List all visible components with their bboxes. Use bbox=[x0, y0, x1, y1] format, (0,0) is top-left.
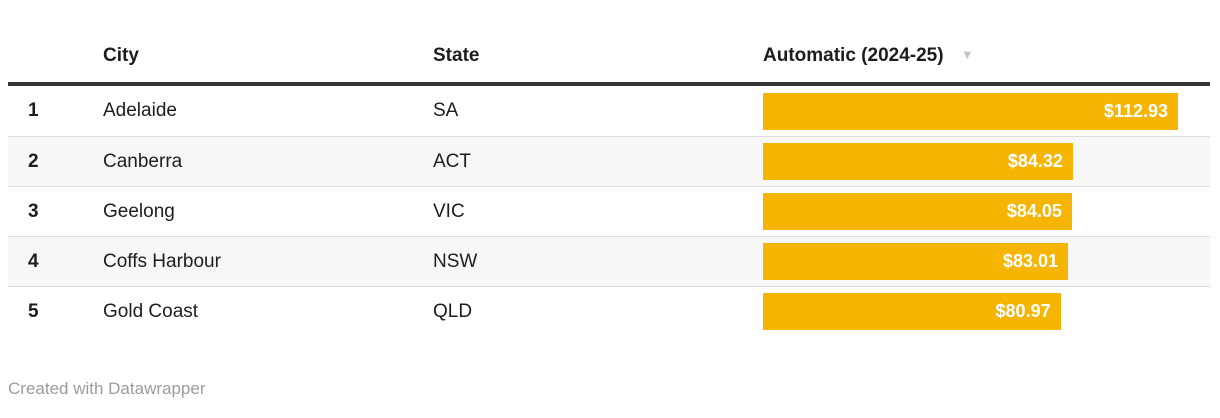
table-row: 4 Coffs Harbour NSW $83.01 bbox=[8, 236, 1210, 286]
rank-cell: 1 bbox=[28, 100, 39, 121]
datawrapper-table-chart: City State Automatic (2024-25) ▼ 1 Adela… bbox=[8, 30, 1210, 398]
column-header-state[interactable]: State bbox=[433, 45, 480, 66]
value-bar: $112.93 bbox=[763, 92, 1178, 130]
bar-cell: $84.32 bbox=[763, 143, 1210, 180]
table-row: 1 Adelaide SA $112.93 bbox=[8, 86, 1210, 136]
bar-cell: $83.01 bbox=[763, 243, 1210, 280]
bar-value-label: $83.01 bbox=[1002, 251, 1058, 271]
city-cell: Adelaide bbox=[103, 100, 177, 121]
sort-desc-icon: ▼ bbox=[960, 47, 974, 62]
table-body: 1 Adelaide SA $112.93 2 Canberra ACT $84… bbox=[8, 86, 1210, 336]
bar-value-label: $84.05 bbox=[1006, 201, 1062, 221]
column-header-city[interactable]: City bbox=[103, 45, 139, 66]
table-row: 5 Gold Coast QLD $80.97 bbox=[8, 286, 1210, 336]
rank-cell: 2 bbox=[28, 150, 39, 172]
datawrapper-credit-link[interactable]: Created with Datawrapper bbox=[8, 379, 206, 398]
data-table: City State Automatic (2024-25) ▼ 1 Adela… bbox=[8, 30, 1210, 336]
state-cell: ACT bbox=[433, 150, 471, 172]
table-header-row: City State Automatic (2024-25) ▼ bbox=[8, 30, 1210, 86]
value-bar: $84.32 bbox=[763, 143, 1073, 180]
bar-cell: $80.97 bbox=[763, 293, 1210, 330]
state-cell: VIC bbox=[433, 200, 465, 222]
bar-cell: $112.93 bbox=[763, 92, 1210, 130]
city-cell: Canberra bbox=[103, 150, 183, 172]
bar-value-label: $84.32 bbox=[1007, 151, 1063, 171]
rank-cell: 3 bbox=[28, 200, 39, 222]
rank-cell: 4 bbox=[28, 250, 39, 272]
city-cell: Gold Coast bbox=[103, 300, 199, 322]
column-header-value-label: Automatic (2024-25) bbox=[763, 45, 944, 66]
bar-value-label: $80.97 bbox=[995, 301, 1051, 321]
bar-cell: $84.05 bbox=[763, 193, 1210, 230]
city-cell: Geelong bbox=[103, 200, 175, 222]
value-bar: $80.97 bbox=[763, 293, 1061, 330]
rank-cell: 5 bbox=[28, 300, 39, 322]
value-bar: $83.01 bbox=[763, 243, 1068, 280]
table-row: 3 Geelong VIC $84.05 bbox=[8, 186, 1210, 236]
state-cell: QLD bbox=[433, 300, 473, 322]
state-cell: NSW bbox=[433, 250, 478, 272]
bar-value-label: $112.93 bbox=[1103, 100, 1168, 121]
city-cell: Coffs Harbour bbox=[103, 250, 221, 272]
state-cell: SA bbox=[433, 100, 459, 121]
column-header-value[interactable]: Automatic (2024-25) ▼ bbox=[763, 45, 1210, 67]
value-bar: $84.05 bbox=[763, 193, 1072, 230]
table-row: 2 Canberra ACT $84.32 bbox=[8, 136, 1210, 186]
